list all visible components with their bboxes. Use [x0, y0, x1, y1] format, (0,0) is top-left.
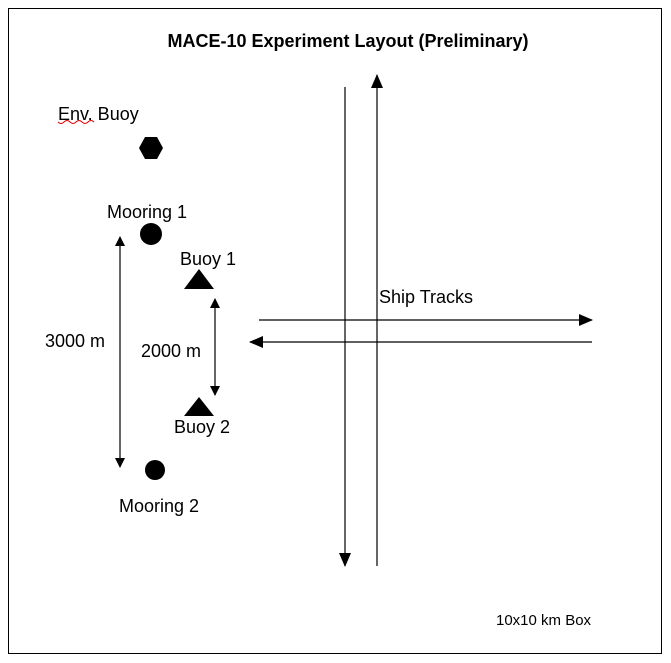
buoy-1-label: Buoy 1: [180, 249, 236, 269]
mooring-distance-label: 3000 m: [45, 331, 105, 351]
mooring-2-circle-icon: [145, 460, 165, 480]
ship-tracks-label: Ship Tracks: [379, 287, 473, 307]
buoy-2-label: Buoy 2: [174, 417, 230, 437]
buoy-1-triangle-icon: [184, 269, 214, 289]
mooring-1-circle-icon: [140, 223, 162, 245]
buoy-2-triangle-icon: [184, 397, 214, 416]
mooring-2-label: Mooring 2: [119, 496, 199, 516]
env-buoy-hexagon-icon: [139, 137, 163, 159]
spellcheck-underline: [57, 120, 95, 124]
env-buoy-label: Env. Buoy: [58, 104, 139, 124]
buoy-distance-label: 2000 m: [141, 341, 201, 361]
diagram-title: MACE-10 Experiment Layout (Preliminary): [167, 31, 528, 51]
mooring-1-label: Mooring 1: [107, 202, 187, 222]
box-note-label: 10x10 km Box: [496, 612, 592, 629]
